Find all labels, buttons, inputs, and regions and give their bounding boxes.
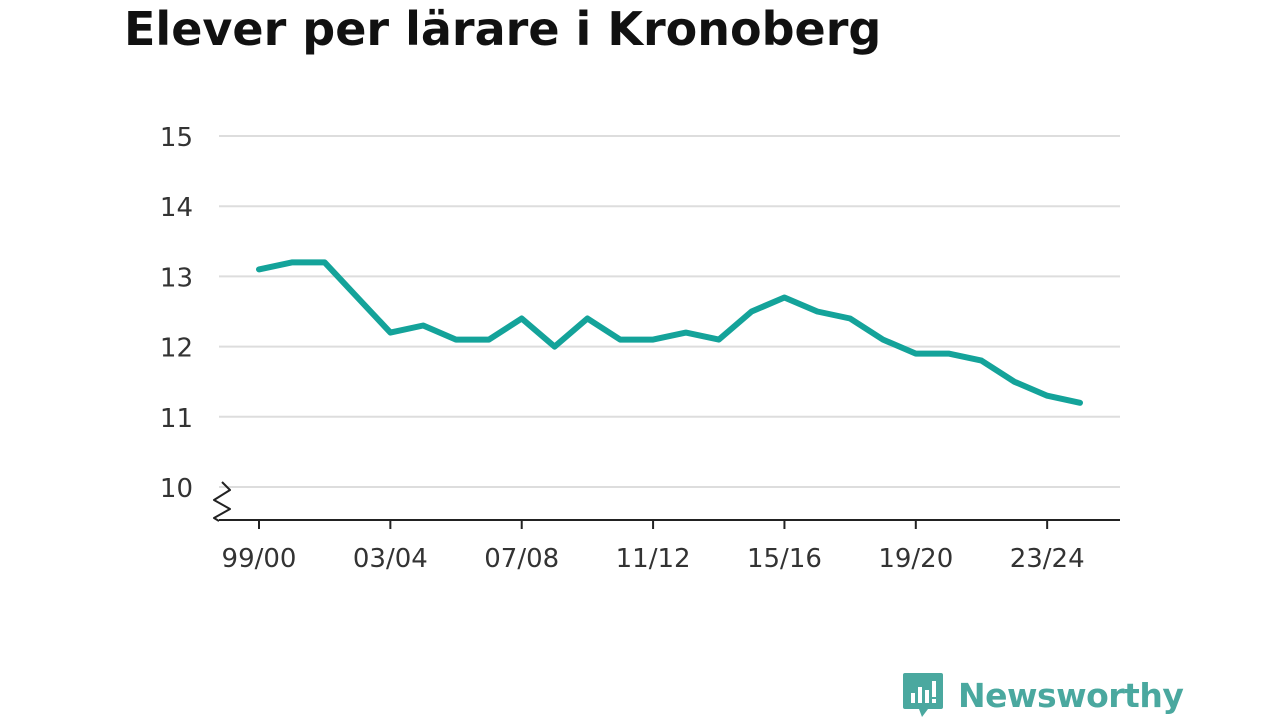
- y-tick-label: 10: [160, 474, 193, 504]
- series-line: [256, 259, 1083, 406]
- y-tick-label: 11: [160, 404, 193, 434]
- x-tick-labels: 99/00 03/04 07/08 11/12 15/16 19/20 23/24: [222, 544, 1085, 574]
- x-tick-label: 15/16: [747, 544, 822, 574]
- x-tick-label: 03/04: [353, 544, 428, 574]
- x-axis: [213, 481, 1120, 529]
- x-tick-label: 07/08: [484, 544, 559, 574]
- y-tick-label: 14: [160, 193, 193, 223]
- y-tick-label: 13: [160, 263, 193, 293]
- y-tick-label: 15: [160, 123, 193, 153]
- newsworthy-logo-icon: [903, 673, 943, 717]
- chart-title: Elever per lärare i Kronoberg: [124, 2, 882, 56]
- x-tick-label: 99/00: [222, 544, 297, 574]
- x-tick-label: 19/20: [878, 544, 953, 574]
- newsworthy-logo: Newsworthy: [902, 670, 1184, 720]
- brand-name: Newsworthy: [958, 675, 1184, 715]
- axis-break-icon: [213, 481, 231, 522]
- series-layer: [256, 259, 1083, 406]
- x-tick-label: 11/12: [616, 544, 691, 574]
- gridlines: [219, 135, 1120, 488]
- y-tick-labels: 10 11 12 13 14 15: [160, 123, 193, 504]
- y-tick-label: 12: [160, 334, 193, 364]
- x-tick-label: 23/24: [1010, 544, 1085, 574]
